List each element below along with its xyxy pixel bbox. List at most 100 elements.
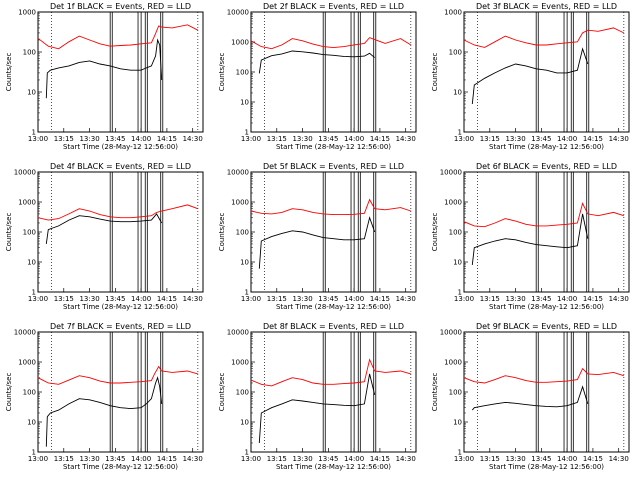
x-axis-label: Start Time (28-May-12 12:56:00) xyxy=(63,463,178,471)
x-axis-label: Start Time (28-May-12 12:56:00) xyxy=(489,463,604,471)
y-tick-label: 10 xyxy=(453,419,462,427)
y-tick-label: 10000 xyxy=(14,329,36,337)
y-tick-label: 1 xyxy=(458,449,462,457)
y-tick-label: 10 xyxy=(453,259,462,267)
y-tick-label: 100 xyxy=(236,389,249,397)
x-tick-label: 14:15 xyxy=(370,295,390,303)
x-tick-label: 14:15 xyxy=(157,455,177,463)
x-tick-label: 14:30 xyxy=(609,135,629,143)
x-tick-label: 14:15 xyxy=(583,455,603,463)
y-tick-label: 100 xyxy=(236,229,249,237)
lld-series-line xyxy=(250,198,411,216)
y-axis-label: Counts/sec xyxy=(5,373,13,412)
panel-det-4: Det 4f BLACK = Events, RED = LLD 1 10 100 10… xyxy=(5,162,204,311)
x-tick-label: 13:15 xyxy=(54,455,74,463)
y-tick-label: 1 xyxy=(32,449,36,457)
x-tick-label: 13:15 xyxy=(480,295,500,303)
lld-series-line xyxy=(250,37,412,50)
x-axis-label: Start Time (28-May-12 12:56:00) xyxy=(63,143,178,151)
panel-det-5: Det 5f BLACK = Events, RED = LLD 1 10 100 10… xyxy=(218,162,417,311)
lld-series-line xyxy=(37,365,198,385)
panel-det-3: Det 3f BLACK = Events, RED = LLD 1 10 100 10… xyxy=(431,2,630,151)
x-tick-label: 14:00 xyxy=(131,455,151,463)
x-tick-label: 13:45 xyxy=(531,135,551,143)
plot-frame xyxy=(37,171,204,293)
y-tick-label: 1000 xyxy=(231,359,249,367)
y-tick-label: 100 xyxy=(23,49,36,57)
x-tick-label: 13:15 xyxy=(267,135,287,143)
y-tick-label: 1 xyxy=(245,449,249,457)
x-tick-label: 13:00 xyxy=(454,135,474,143)
y-tick-label: 10000 xyxy=(440,169,462,177)
x-tick-label: 14:00 xyxy=(344,455,364,463)
x-tick-label: 14:15 xyxy=(583,135,603,143)
y-tick-label: 1000 xyxy=(18,9,36,17)
y-tick-label: 100 xyxy=(449,389,462,397)
plot-frame xyxy=(37,331,204,453)
x-tick-label: 14:15 xyxy=(583,295,603,303)
y-tick-label: 10000 xyxy=(227,329,249,337)
panel-det-9: Det 9f BLACK = Events, RED = LLD 1 10 100 10… xyxy=(431,322,630,471)
x-tick-label: 13:00 xyxy=(454,455,474,463)
x-tick-label: 13:30 xyxy=(79,135,99,143)
panel-det-6: Det 6f BLACK = Events, RED = LLD 1 10 100 10… xyxy=(431,162,630,311)
y-axis-label: Counts/sec xyxy=(5,53,13,92)
x-tick-label: 14:30 xyxy=(396,295,416,303)
panel-title: Det 8f BLACK = Events, RED = LLD xyxy=(263,322,404,331)
x-tick-label: 13:15 xyxy=(267,455,287,463)
x-axis-label: Start Time (28-May-12 12:56:00) xyxy=(489,143,604,151)
x-tick-label: 14:00 xyxy=(131,135,151,143)
x-tick-label: 14:30 xyxy=(396,455,416,463)
x-tick-label: 13:00 xyxy=(241,135,261,143)
lld-series-line xyxy=(463,202,624,228)
y-axis-label: Counts/sec xyxy=(431,373,439,412)
events-series-line xyxy=(45,38,163,99)
y-tick-label: 10 xyxy=(27,259,36,267)
x-tick-label: 13:15 xyxy=(480,135,500,143)
x-tick-label: 13:15 xyxy=(54,135,74,143)
x-tick-label: 13:30 xyxy=(292,455,312,463)
x-tick-label: 14:00 xyxy=(557,455,577,463)
x-tick-label: 13:30 xyxy=(79,455,99,463)
x-tick-label: 13:00 xyxy=(241,455,261,463)
y-tick-label: 1000 xyxy=(231,199,249,207)
x-tick-label: 13:30 xyxy=(505,455,525,463)
plot-frame xyxy=(463,11,630,133)
y-tick-label: 1 xyxy=(32,289,36,297)
x-tick-label: 14:30 xyxy=(183,295,203,303)
events-series-line xyxy=(471,47,589,105)
y-axis-label: Counts/sec xyxy=(431,53,439,92)
x-tick-label: 14:30 xyxy=(396,135,416,143)
y-tick-label: 10 xyxy=(240,419,249,427)
x-tick-label: 13:30 xyxy=(505,135,525,143)
x-tick-label: 13:15 xyxy=(54,295,74,303)
y-tick-label: 1 xyxy=(458,289,462,297)
y-axis-label: Counts/sec xyxy=(218,213,226,252)
x-tick-label: 13:15 xyxy=(267,295,287,303)
plot-frame xyxy=(463,331,630,453)
x-tick-label: 13:30 xyxy=(505,295,525,303)
lld-series-line xyxy=(37,204,198,221)
x-tick-label: 13:45 xyxy=(318,135,338,143)
x-tick-label: 14:00 xyxy=(131,295,151,303)
x-tick-label: 14:15 xyxy=(157,295,177,303)
x-tick-label: 13:00 xyxy=(241,295,261,303)
x-tick-label: 14:15 xyxy=(157,135,177,143)
y-tick-label: 10 xyxy=(27,419,36,427)
plot-frame xyxy=(250,11,417,133)
x-tick-label: 14:15 xyxy=(370,455,390,463)
y-tick-label: 100 xyxy=(23,229,36,237)
events-series-line xyxy=(45,376,163,447)
x-axis-label: Start Time (28-May-12 12:56:00) xyxy=(489,303,604,311)
events-series-line xyxy=(45,213,163,244)
y-tick-label: 10000 xyxy=(227,9,249,17)
x-tick-label: 13:45 xyxy=(531,295,551,303)
lld-series-line xyxy=(463,27,624,48)
x-tick-label: 13:45 xyxy=(105,455,125,463)
x-tick-label: 13:45 xyxy=(105,295,125,303)
x-axis-label: Start Time (28-May-12 12:56:00) xyxy=(276,303,391,311)
x-tick-label: 13:45 xyxy=(318,455,338,463)
x-tick-label: 13:45 xyxy=(531,455,551,463)
panel-det-2: Det 2f BLACK = Events, RED = LLD 1 10 100 10… xyxy=(218,2,417,151)
events-series-line xyxy=(258,216,376,269)
